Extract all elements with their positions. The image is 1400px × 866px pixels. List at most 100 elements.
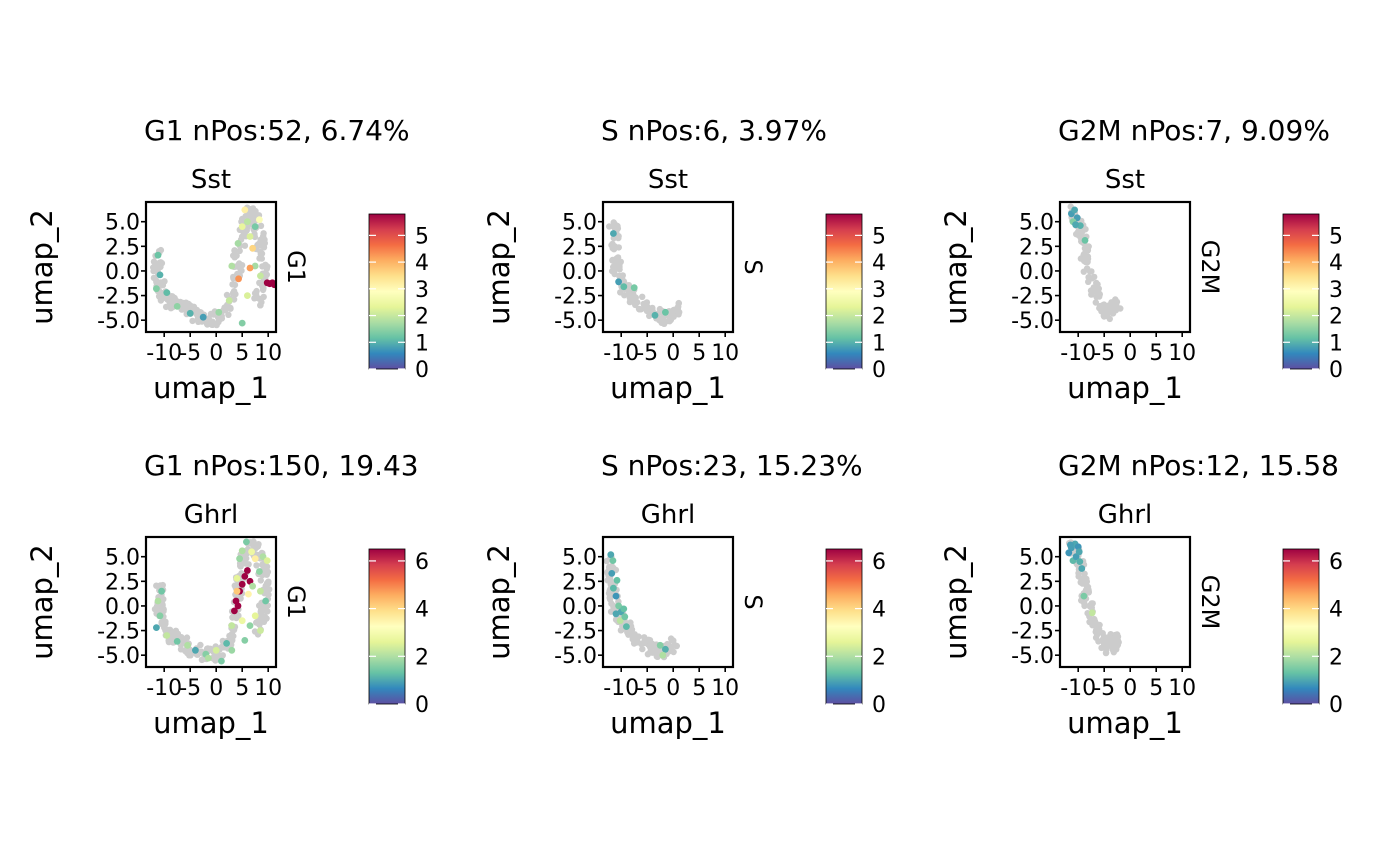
- x-tick-label: 0: [209, 341, 223, 366]
- positive-point: [257, 588, 264, 595]
- y-axis-label: umap_2: [482, 209, 516, 325]
- positive-point: [234, 575, 241, 582]
- panel-title: G1 nPos:150, 19.43: [144, 449, 419, 482]
- cell-point: [1087, 268, 1093, 274]
- y-tick-label: 2.5: [562, 235, 597, 260]
- positive-point: [155, 598, 162, 605]
- positive-point: [228, 263, 235, 270]
- cell-point: [610, 264, 616, 270]
- positive-point: [163, 632, 170, 639]
- colorbar-tick-label: 2: [872, 305, 886, 330]
- positive-point: [249, 245, 256, 252]
- positive-point: [163, 289, 170, 296]
- x-tick-label: 0: [209, 676, 223, 701]
- y-tick-label: 5.0: [1019, 211, 1054, 236]
- colorbar-tick-label: 1: [872, 331, 886, 356]
- x-axis-label: umap_1: [610, 706, 726, 740]
- y-tick-label: -5.0: [1011, 644, 1054, 669]
- cell-point: [150, 268, 156, 274]
- y-tick-label: -2.5: [97, 285, 140, 310]
- positive-point: [187, 310, 194, 317]
- cell-point: [232, 282, 238, 288]
- cell-point: [258, 299, 264, 305]
- positive-point: [247, 622, 254, 629]
- points-layer: [604, 551, 681, 660]
- y-tick-label: 0.0: [562, 595, 597, 620]
- cell-point: [1116, 639, 1122, 645]
- panel-title: G2M nPos:12, 15.58: [1058, 449, 1339, 482]
- cell-point: [250, 538, 256, 544]
- y-tick-label: -2.5: [1011, 285, 1054, 310]
- positive-point: [228, 647, 235, 654]
- cell-point: [264, 580, 270, 586]
- positive-point: [239, 617, 246, 624]
- cell-point: [1113, 307, 1119, 313]
- positive-point: [1067, 542, 1074, 549]
- colorbar-tick-label: 0: [415, 358, 429, 383]
- positive-point: [257, 627, 264, 634]
- y-tick-label: -2.5: [554, 620, 597, 645]
- positive-point: [158, 588, 165, 595]
- cell-point: [262, 262, 268, 268]
- y-tick-label: 5.0: [105, 546, 140, 571]
- cell-point: [162, 621, 168, 627]
- cell-point: [258, 251, 264, 257]
- y-tick-label: 5.0: [562, 546, 597, 571]
- cell-point: [1096, 293, 1102, 299]
- positive-point: [610, 230, 617, 237]
- panel-title: G1 nPos:52, 6.74%: [144, 114, 410, 147]
- panel-subtitle: Ghrl: [1098, 500, 1153, 530]
- positive-point: [157, 272, 164, 279]
- panel-1-1: S nPos:23, 15.23%Ghrl-5.0-2.50.02.55.0-1…: [482, 449, 886, 740]
- x-tick-label: 0: [666, 341, 680, 366]
- positive-point: [239, 547, 246, 554]
- x-tick-label: -10: [603, 341, 639, 366]
- panel-subtitle: Sst: [648, 165, 688, 195]
- colorbar: 0 2 4 6: [826, 549, 886, 718]
- panel-subtitle: Sst: [1105, 165, 1145, 195]
- positive-point: [608, 570, 615, 577]
- cell-point: [633, 294, 639, 300]
- positive-point: [623, 623, 630, 630]
- x-tick-label: -10: [146, 341, 182, 366]
- positive-point: [615, 278, 622, 285]
- points-layer: [150, 205, 278, 329]
- positive-point: [235, 603, 242, 610]
- x-tick-label: -10: [603, 676, 639, 701]
- panel-title: G2M nPos:7, 9.09%: [1058, 114, 1330, 147]
- y-tick-label: 0.0: [1019, 595, 1054, 620]
- y-tick-label: 0.0: [562, 260, 597, 285]
- panel-0-0: G1 nPos:52, 6.74% Sst -5.0-2.50.02.55.0 -10…: [25, 114, 429, 405]
- cell-point: [627, 295, 633, 301]
- x-tick-label: 0: [666, 676, 680, 701]
- cell-point: [1109, 636, 1115, 642]
- colorbar-tick-label: 4: [1329, 251, 1343, 276]
- cell-point: [188, 303, 194, 309]
- panel-0-2: G2M nPos:7, 9.09%Sst-5.0-2.50.02.55.0-10…: [939, 114, 1343, 405]
- y-tick-label: -2.5: [1011, 620, 1054, 645]
- positive-point: [244, 292, 251, 299]
- x-tick-label: -5: [1093, 676, 1115, 701]
- cell-point: [263, 567, 269, 573]
- colorbar-tick-label: 2: [415, 305, 429, 330]
- cell-point: [253, 288, 259, 294]
- cell-point: [231, 247, 237, 253]
- positive-point: [243, 539, 250, 546]
- colorbar-tick-label: 3: [872, 278, 886, 303]
- positive-point: [1082, 237, 1089, 244]
- cell-point: [676, 300, 682, 306]
- y-axis-label: umap_2: [939, 544, 973, 660]
- cell-point: [159, 603, 165, 609]
- panel-title: S nPos:23, 15.23%: [601, 449, 863, 482]
- positive-point: [631, 284, 638, 291]
- cell-point: [226, 633, 232, 639]
- cell-point: [225, 312, 231, 318]
- cell-point: [654, 653, 660, 659]
- positive-point: [213, 647, 220, 654]
- colorbar-tick-label: 4: [872, 598, 886, 623]
- x-tick-label: -10: [1060, 341, 1096, 366]
- cell-point: [258, 223, 264, 229]
- colorbar-tick-label: 5: [872, 224, 886, 249]
- positive-point: [1071, 207, 1078, 214]
- positive-point: [228, 622, 235, 629]
